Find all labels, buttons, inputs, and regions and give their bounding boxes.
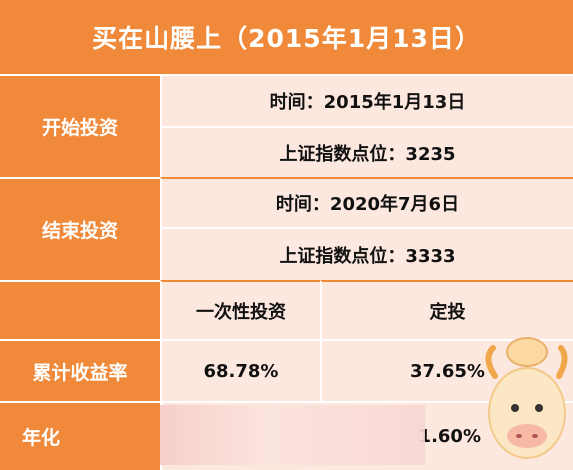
- column-dca: 定投: [320, 280, 573, 339]
- table-title: 买在山腰上（2015年1月13日）: [0, 0, 573, 74]
- end-time: 时间：2020年7月6日: [160, 177, 573, 227]
- cumulative-return-label: 累计收益率: [0, 339, 160, 401]
- start-index: 上证指数点位：3235: [160, 126, 573, 177]
- cumulative-return-lump: 68.78%: [160, 339, 320, 401]
- annualized-label: 年化: [0, 401, 160, 470]
- end-investment-label: 结束投资: [0, 177, 160, 280]
- cow-mascot-icon: [485, 337, 568, 459]
- blurred-region: [160, 405, 425, 465]
- empty-header-cell: [0, 280, 160, 339]
- start-investment-label: 开始投资: [0, 74, 160, 177]
- column-lump-sum: 一次性投资: [160, 280, 320, 339]
- start-time: 时间：2015年1月13日: [160, 74, 573, 126]
- end-index: 上证指数点位：3333: [160, 227, 573, 280]
